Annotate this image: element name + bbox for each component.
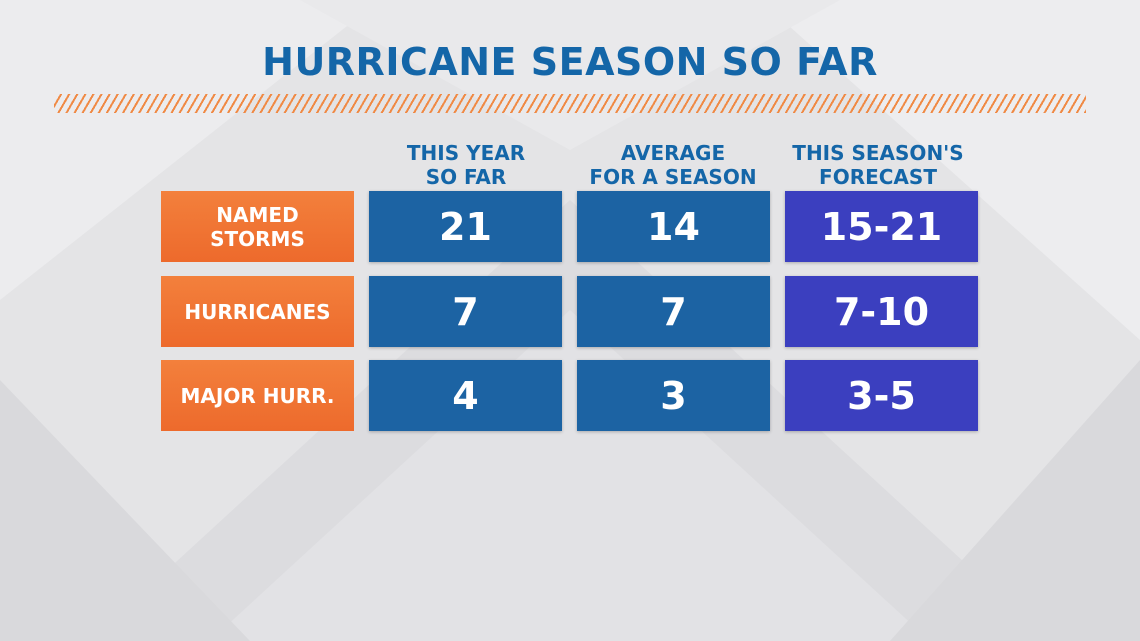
cell-hurricanes-this-year: 7 [369,276,562,347]
row-label-line: NAMED [216,202,299,227]
cell-major-hurricanes-average: 3 [577,360,770,431]
row-label-line: STORMS [210,226,305,251]
column-header-line: FORECAST [819,165,937,189]
column-header-forecast: THIS SEASON'S FORECAST [778,141,978,189]
column-header-line: THIS SEASON'S [792,141,964,165]
column-header-line: THIS YEAR [406,141,526,165]
cell-named-storms-this-year: 21 [369,191,562,262]
column-header-average: AVERAGE FOR A SEASON [573,141,773,189]
cell-hurricanes-forecast: 7-10 [785,276,978,347]
row-label-line: HURRICANES [184,299,331,324]
column-header-this-year: THIS YEAR SO FAR [366,141,566,189]
cell-named-storms-forecast: 15-21 [785,191,978,262]
row-label-line: MAJOR HURR. [180,383,335,408]
title-underline-hatch [54,94,1086,113]
row-label-major-hurricanes: MAJOR HURR. [161,360,354,431]
column-header-line: AVERAGE [620,141,726,165]
cell-named-storms-average: 14 [577,191,770,262]
column-header-line: FOR A SEASON [589,165,757,189]
cell-hurricanes-average: 7 [577,276,770,347]
row-label-named-storms: NAMED STORMS [161,191,354,262]
column-header-line: SO FAR [425,165,507,189]
cell-major-hurricanes-forecast: 3-5 [785,360,978,431]
row-label-hurricanes: HURRICANES [161,276,354,347]
page-title: HURRICANE SEASON SO FAR [262,40,878,84]
cell-major-hurricanes-this-year: 4 [369,360,562,431]
